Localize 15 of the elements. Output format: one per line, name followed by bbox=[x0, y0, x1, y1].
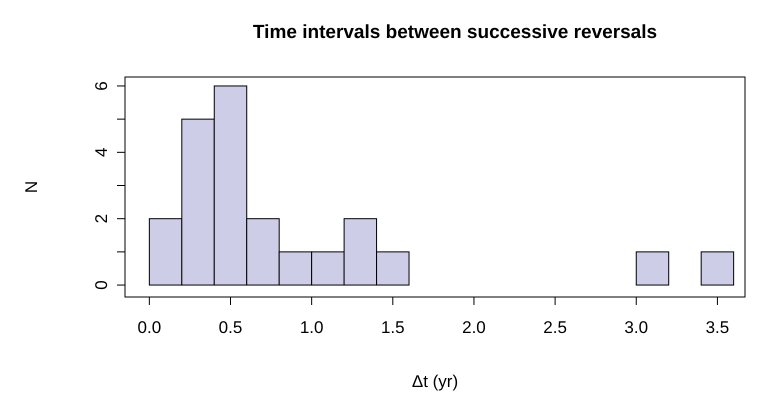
x-tick-label: 0.0 bbox=[138, 318, 162, 337]
y-tick-label: 6 bbox=[92, 81, 111, 91]
x-axis-title: Δt (yr) bbox=[412, 372, 458, 391]
y-axis-title: N bbox=[22, 180, 41, 194]
x-tick-label: 3.0 bbox=[624, 318, 648, 337]
y-tick-label: 2 bbox=[92, 214, 111, 224]
x-tick-label: 1.0 bbox=[300, 318, 324, 337]
chart-title: Time intervals between successive reversals bbox=[252, 22, 658, 43]
x-tick-label: 0.5 bbox=[218, 318, 242, 337]
y-tick-label: 0 bbox=[92, 280, 111, 290]
x-tick-label: 3.5 bbox=[706, 318, 730, 337]
y-tick-label: 4 bbox=[92, 148, 111, 158]
x-tick-label: 2.0 bbox=[462, 318, 486, 337]
x-tick-label: 2.5 bbox=[543, 318, 567, 337]
x-tick-label: 1.5 bbox=[380, 318, 405, 337]
